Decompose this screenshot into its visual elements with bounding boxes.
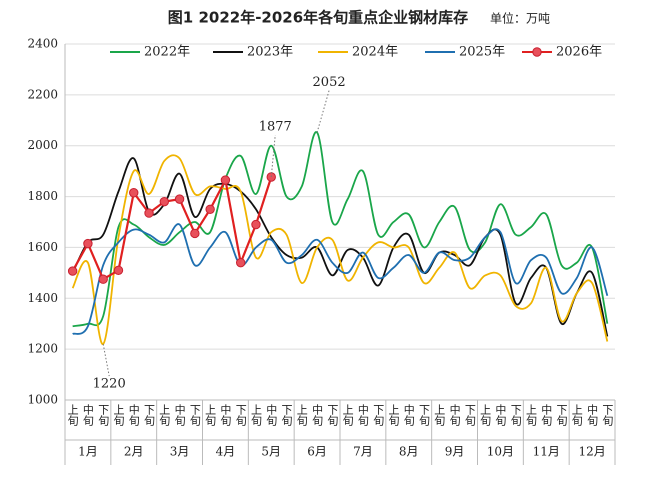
- month-label: 9月: [445, 445, 465, 459]
- x-tick-label: 中旬: [81, 404, 94, 427]
- series-line: [71, 154, 609, 345]
- x-tick-label: 下旬: [372, 404, 385, 427]
- unit-label: 单位：万吨: [490, 11, 550, 26]
- y-tick-label: 2000: [27, 138, 58, 152]
- month-label: 10月: [487, 445, 514, 459]
- x-tick-label: 上旬: [387, 404, 400, 427]
- legend-label: 2023年: [247, 45, 293, 60]
- legend-marker: [532, 47, 542, 57]
- month-label: 6月: [307, 445, 327, 459]
- x-tick-label: 中旬: [448, 404, 461, 427]
- x-tick-label: 中旬: [540, 404, 553, 427]
- point-marker: [129, 188, 139, 198]
- x-tick-label: 下旬: [234, 404, 247, 427]
- point-marker: [113, 265, 124, 276]
- chart-title: 图1 2022年-2026年各旬重点企业钢材库存: [168, 9, 468, 27]
- x-tick-label: 下旬: [601, 404, 614, 427]
- x-tick-label: 中旬: [356, 404, 369, 427]
- x-tick-label: 中旬: [219, 404, 232, 427]
- point-marker: [174, 194, 185, 204]
- month-label: 5月: [261, 445, 281, 459]
- x-tick-label: 下旬: [555, 404, 568, 427]
- x-tick-label: 下旬: [280, 404, 293, 427]
- x-tick-label: 中旬: [127, 404, 140, 427]
- x-tick-label: 上旬: [524, 404, 537, 427]
- x-tick-label: 中旬: [265, 404, 278, 427]
- series-line: [72, 223, 609, 335]
- x-tick-label: 下旬: [509, 404, 522, 427]
- y-tick-label: 2200: [27, 87, 58, 101]
- point-marker: [144, 208, 154, 218]
- x-tick-label: 上旬: [66, 404, 79, 427]
- y-tick-label: 1200: [27, 342, 58, 356]
- point-marker: [98, 274, 108, 284]
- data-label: 1877: [259, 119, 292, 134]
- point-marker: [83, 238, 93, 249]
- month-label: 4月: [216, 445, 236, 459]
- month-label: 12月: [578, 445, 605, 459]
- legend-label: 2022年: [144, 45, 190, 60]
- x-tick-label: 中旬: [402, 404, 415, 427]
- x-tick-label: 中旬: [494, 404, 507, 427]
- month-label: 11月: [533, 445, 560, 459]
- point-marker: [220, 175, 231, 185]
- month-label: 7月: [353, 445, 373, 459]
- x-tick-label: 上旬: [570, 404, 583, 427]
- x-tick-label: 中旬: [586, 404, 599, 427]
- series-line: [72, 131, 609, 328]
- x-tick-label: 上旬: [112, 404, 125, 427]
- point-marker: [159, 196, 170, 207]
- x-tick-label: 下旬: [143, 404, 156, 427]
- legend-label: 2025年: [459, 45, 505, 60]
- x-tick-label: 上旬: [158, 404, 171, 427]
- month-label: 3月: [170, 445, 190, 459]
- x-tick-label: 下旬: [326, 404, 339, 427]
- month-label: 1月: [78, 445, 98, 459]
- x-tick-label: 上旬: [479, 404, 492, 427]
- point-marker: [190, 228, 200, 239]
- y-tick-label: 1600: [27, 240, 58, 254]
- leader-line: [270, 134, 276, 178]
- y-tick-label: 1400: [27, 291, 58, 305]
- x-tick-label: 中旬: [173, 404, 186, 427]
- x-tick-label: 下旬: [188, 404, 201, 427]
- x-tick-label: 上旬: [249, 404, 262, 427]
- y-tick-label: 1800: [27, 189, 58, 203]
- point-marker: [205, 204, 215, 214]
- x-tick-label: 中旬: [311, 404, 324, 427]
- point-marker: [67, 266, 78, 276]
- x-tick-label: 下旬: [97, 404, 110, 427]
- month-label: 2月: [124, 445, 144, 459]
- x-tick-label: 下旬: [418, 404, 431, 427]
- point-marker: [235, 257, 246, 268]
- x-tick-label: 上旬: [341, 404, 354, 427]
- data-label: 1220: [93, 377, 126, 392]
- point-marker: [251, 219, 261, 230]
- legend-label: 2026年: [556, 45, 602, 60]
- data-label: 2052: [313, 75, 346, 90]
- x-tick-label: 上旬: [433, 404, 446, 427]
- y-tick-label: 2400: [27, 37, 58, 51]
- month-label: 8月: [399, 445, 419, 459]
- x-tick-label: 上旬: [204, 404, 217, 427]
- x-tick-label: 上旬: [295, 404, 308, 427]
- y-tick-label: 1000: [27, 393, 58, 407]
- legend-label: 2024年: [352, 45, 398, 60]
- leader-line: [316, 90, 330, 133]
- x-tick-label: 下旬: [463, 404, 476, 427]
